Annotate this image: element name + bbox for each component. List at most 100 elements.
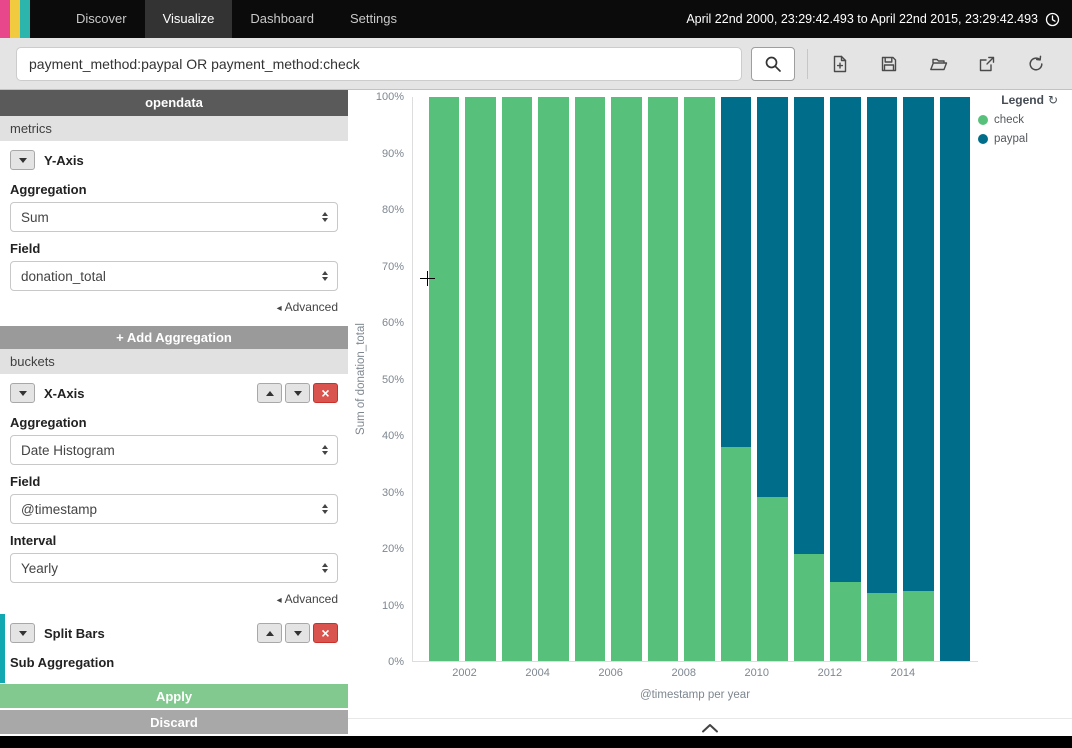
stacked-bar-2012[interactable] bbox=[830, 97, 861, 661]
load-saved-visualization-button[interactable] bbox=[918, 46, 958, 82]
stacked-bar-2015[interactable] bbox=[939, 97, 971, 661]
stacked-bar-2013[interactable] bbox=[866, 97, 898, 661]
bar-segment-check-2005[interactable] bbox=[574, 97, 606, 661]
bar-segment-paypal-2014[interactable] bbox=[903, 97, 934, 591]
x-tick-label-2002: 2002 bbox=[452, 667, 477, 679]
nav-item-discover[interactable]: Discover bbox=[76, 11, 127, 26]
stacked-bar-2003[interactable] bbox=[501, 97, 533, 661]
stacked-bar-2014[interactable] bbox=[903, 97, 934, 661]
bar-segment-check-2003[interactable] bbox=[501, 97, 533, 661]
x-axis-collapse-button[interactable] bbox=[10, 383, 35, 403]
move-up-button[interactable] bbox=[257, 383, 282, 403]
new-visualization-button[interactable] bbox=[820, 46, 860, 82]
bar-segment-check-2002[interactable] bbox=[465, 97, 496, 661]
y-tick-label-100: 100% bbox=[375, 91, 404, 103]
x-tick-label-2014: 2014 bbox=[890, 667, 916, 679]
bar-slot-2003 bbox=[501, 97, 538, 661]
bar-slot-2001 bbox=[429, 97, 465, 661]
bar-segment-check-2004[interactable] bbox=[538, 97, 569, 661]
x-axis-agg-section: X-Axis × Aggregation Date Histogram Fiel… bbox=[0, 374, 348, 614]
share-visualization-button[interactable] bbox=[967, 46, 1007, 82]
y-axis-field-select[interactable]: donation_total bbox=[10, 261, 338, 291]
refresh-button[interactable] bbox=[1016, 46, 1056, 82]
stacked-bar-2004[interactable] bbox=[538, 97, 569, 661]
stacked-bar-2011[interactable] bbox=[793, 97, 825, 661]
x-axis-advanced-link[interactable]: ◂ Advanced bbox=[10, 592, 338, 606]
bar-slot-2015 bbox=[939, 97, 976, 661]
spy-panel-toggle[interactable] bbox=[348, 718, 1072, 736]
bar-segment-check-2012[interactable] bbox=[830, 582, 861, 661]
y-axis-aggregation-select[interactable]: Sum bbox=[10, 202, 338, 232]
bar-segment-paypal-2013[interactable] bbox=[866, 97, 898, 594]
stacked-bar-2008[interactable] bbox=[684, 97, 715, 661]
x-axis-field-select[interactable]: @timestamp bbox=[10, 494, 338, 524]
buckets-section-header: buckets bbox=[0, 349, 348, 374]
stacked-bar-2001[interactable] bbox=[429, 97, 460, 661]
stacked-bar-2009[interactable] bbox=[720, 97, 752, 661]
stacked-bar-2010[interactable] bbox=[757, 97, 788, 661]
bar-segment-check-2014[interactable] bbox=[903, 590, 934, 661]
nav-item-dashboard[interactable]: Dashboard bbox=[250, 11, 314, 26]
search-button[interactable] bbox=[751, 46, 795, 81]
x-axis-label: @timestamp per year bbox=[639, 689, 751, 701]
x-axis-interval-select[interactable]: Yearly bbox=[10, 553, 338, 583]
select-arrows-icon bbox=[322, 212, 328, 222]
move-up-button[interactable] bbox=[257, 623, 282, 643]
nav-item-settings[interactable]: Settings bbox=[349, 11, 397, 26]
x-tick-label-2012: 2012 bbox=[817, 667, 843, 679]
stacked-bar-2002[interactable] bbox=[465, 97, 496, 661]
bar-segment-paypal-2009[interactable] bbox=[720, 97, 752, 447]
y-axis-advanced-link[interactable]: ◂ Advanced bbox=[10, 300, 338, 314]
bar-segment-check-2007[interactable] bbox=[647, 97, 679, 661]
stacked-bar-2007[interactable] bbox=[647, 97, 679, 661]
bar-segment-paypal-2011[interactable] bbox=[793, 97, 825, 554]
apply-button[interactable]: Apply bbox=[0, 684, 348, 708]
chevron-up-icon bbox=[701, 723, 719, 733]
legend-header[interactable]: Legend ↻ bbox=[978, 93, 1058, 107]
save-visualization-button[interactable] bbox=[869, 46, 909, 82]
main-content: opendata metrics Y-Axis Aggregation Sum … bbox=[0, 90, 1072, 736]
move-down-button[interactable] bbox=[285, 383, 310, 403]
bar-segment-check-2001[interactable] bbox=[429, 97, 460, 661]
x-tick-label-2010: 2010 bbox=[744, 667, 770, 679]
y-axis-collapse-button[interactable] bbox=[10, 150, 35, 170]
bar-segment-check-2010[interactable] bbox=[757, 497, 788, 661]
bar-slot-2014 bbox=[903, 97, 939, 661]
save-icon bbox=[880, 55, 898, 73]
x-tick-label-2008: 2008 bbox=[671, 667, 696, 679]
x-axis-aggregation-select[interactable]: Date Histogram bbox=[10, 435, 338, 465]
bar-segment-paypal-2012[interactable] bbox=[830, 97, 861, 583]
search-query-input[interactable] bbox=[16, 46, 742, 81]
legend-item-paypal[interactable]: paypal bbox=[978, 133, 1058, 145]
legend-item-check[interactable]: check bbox=[978, 114, 1058, 126]
bar-segment-check-2013[interactable] bbox=[866, 593, 898, 661]
field-label: Field bbox=[10, 474, 41, 489]
split-bars-controls: × bbox=[257, 623, 338, 643]
y-tick-label-30: 30% bbox=[381, 486, 404, 499]
remove-aggregation-button[interactable]: × bbox=[313, 623, 338, 643]
select-arrows-icon bbox=[322, 271, 328, 281]
bar-segment-check-2009[interactable] bbox=[720, 446, 752, 661]
close-icon: × bbox=[321, 625, 330, 641]
bar-segment-paypal-2010[interactable] bbox=[757, 97, 788, 498]
remove-aggregation-button[interactable]: × bbox=[313, 383, 338, 403]
stacked-bar-2006[interactable] bbox=[611, 97, 642, 661]
split-bars-agg-header: Split Bars × bbox=[10, 620, 338, 646]
x-axis-interval-value: Yearly bbox=[21, 560, 59, 576]
discard-button[interactable]: Discard bbox=[0, 710, 348, 734]
add-aggregation-button[interactable]: + Add Aggregation bbox=[0, 326, 348, 349]
time-range-picker[interactable]: April 22nd 2000, 23:29:42.493 to April 2… bbox=[686, 0, 1072, 38]
legend-toggle-icon[interactable]: ↻ bbox=[1047, 93, 1058, 107]
bar-segment-check-2011[interactable] bbox=[793, 553, 825, 661]
brand-stripe-teal bbox=[20, 0, 30, 38]
nav-item-visualize[interactable]: Visualize bbox=[144, 0, 233, 38]
nav-menu: Discover Visualize Dashboard Settings bbox=[58, 0, 415, 38]
bar-segment-check-2006[interactable] bbox=[611, 97, 642, 661]
refresh-icon bbox=[1027, 55, 1045, 73]
bar-segment-check-2008[interactable] bbox=[684, 97, 715, 661]
bar-segment-paypal-2015[interactable] bbox=[939, 97, 971, 661]
y-axis-title: Y-Axis bbox=[44, 152, 84, 168]
split-bars-collapse-button[interactable] bbox=[10, 623, 35, 643]
stacked-bar-2005[interactable] bbox=[574, 97, 606, 661]
move-down-button[interactable] bbox=[285, 623, 310, 643]
